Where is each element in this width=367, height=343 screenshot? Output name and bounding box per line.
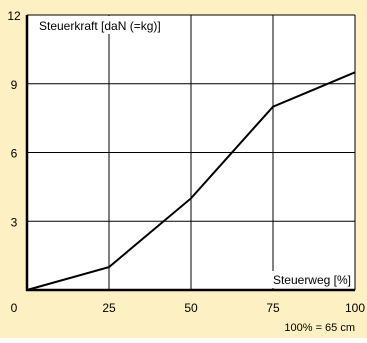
ylabel-box <box>34 16 186 34</box>
tick-labels: 0 25 50 75 100 3 6 9 12 <box>7 9 365 315</box>
x-axis-label: Steuerweg [%] <box>273 273 351 287</box>
xlabel-box <box>257 271 354 288</box>
x-tick-label: 50 <box>184 301 198 315</box>
scale-note: 100% = 65 cm <box>284 322 355 334</box>
y-tick-label: 3 <box>11 215 18 229</box>
y-axis-label: Steuerkraft [daN (=kg)] <box>39 19 161 33</box>
x-tick-label: 75 <box>266 301 280 315</box>
y-tick-label: 6 <box>11 147 18 161</box>
series-line <box>26 71 356 291</box>
axes <box>25 15 355 292</box>
y-tick-label: 12 <box>7 9 21 23</box>
grid-lines <box>27 14 356 290</box>
y-tick-label: 9 <box>11 78 18 92</box>
data-series <box>26 71 356 291</box>
x-tick-label: 100 <box>345 301 365 315</box>
x-tick-label: 0 <box>11 301 18 315</box>
x-tick-label: 25 <box>102 301 116 315</box>
